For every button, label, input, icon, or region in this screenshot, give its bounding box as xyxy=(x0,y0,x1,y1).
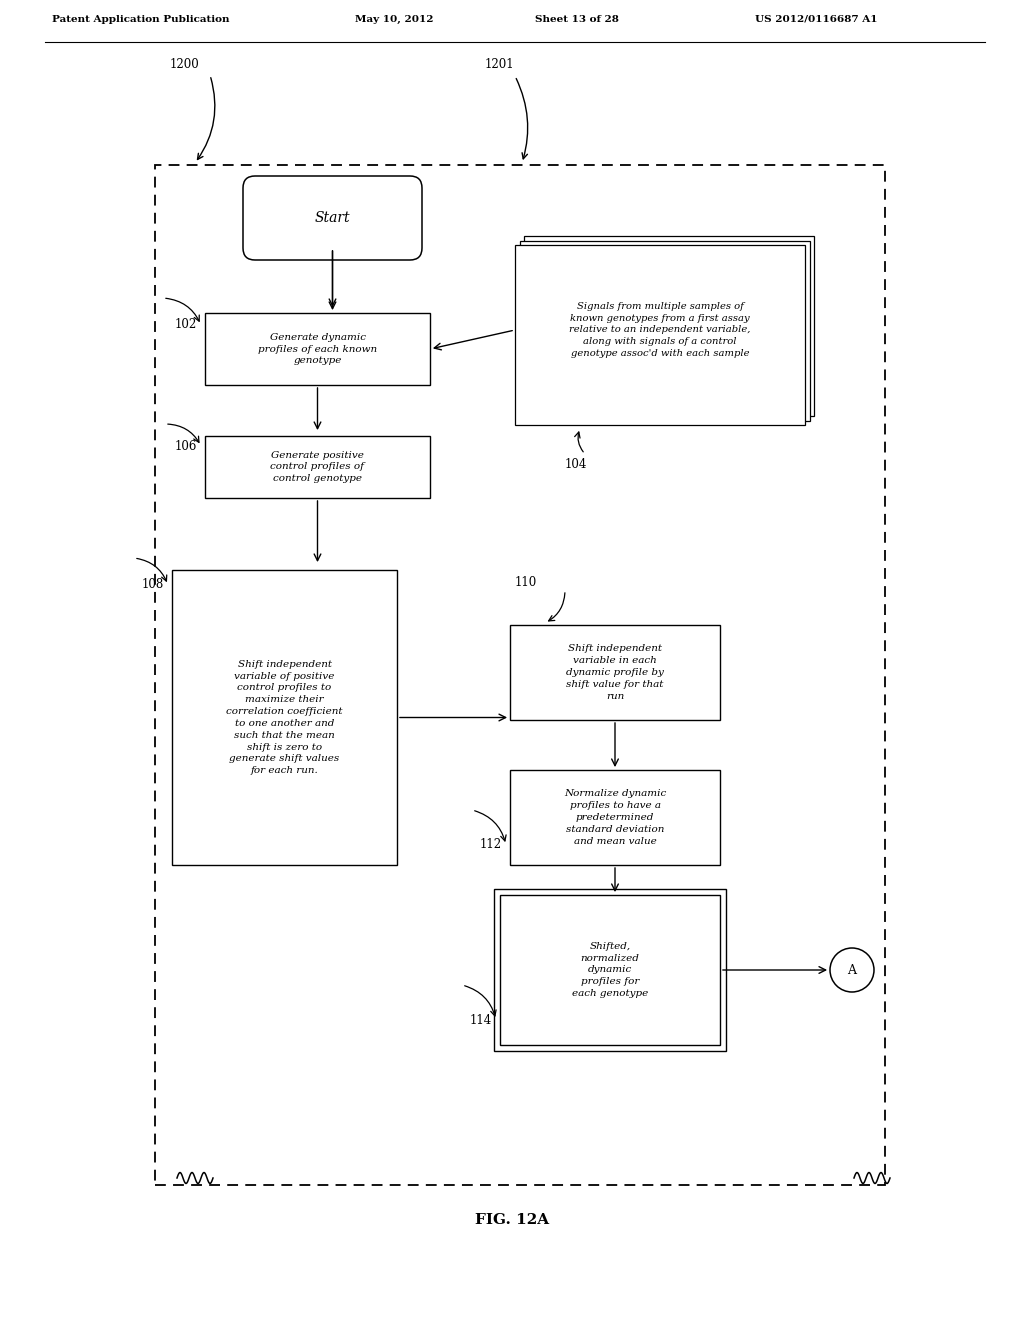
Text: 114: 114 xyxy=(470,1014,492,1027)
Text: Start: Start xyxy=(314,211,350,224)
Text: 112: 112 xyxy=(480,838,502,851)
FancyBboxPatch shape xyxy=(243,176,422,260)
Bar xyxy=(515,246,805,425)
Bar xyxy=(172,570,397,865)
Text: 108: 108 xyxy=(141,578,164,591)
Text: Generate dynamic
profiles of each known
genotype: Generate dynamic profiles of each known … xyxy=(258,333,377,366)
Text: Patent Application Publication: Patent Application Publication xyxy=(52,15,229,24)
Text: 1200: 1200 xyxy=(170,58,200,71)
Text: 110: 110 xyxy=(515,577,538,590)
Text: Shift independent
variable in each
dynamic profile by
shift value for that
run: Shift independent variable in each dynam… xyxy=(566,644,664,701)
Text: 104: 104 xyxy=(565,458,588,471)
Text: US 2012/0116687 A1: US 2012/0116687 A1 xyxy=(755,15,878,24)
Text: Normalize dynamic
profiles to have a
predetermined
standard deviation
and mean v: Normalize dynamic profiles to have a pre… xyxy=(564,789,667,846)
Bar xyxy=(205,436,430,498)
Text: May 10, 2012: May 10, 2012 xyxy=(355,15,433,24)
Text: 106: 106 xyxy=(175,440,197,453)
Text: Sheet 13 of 28: Sheet 13 of 28 xyxy=(535,15,618,24)
Text: Shifted,
normalized
dynamic
profiles for
each genotype: Shifted, normalized dynamic profiles for… xyxy=(571,942,648,998)
Text: Signals from multiple samples of
known genotypes from a first assay
relative to : Signals from multiple samples of known g… xyxy=(569,302,751,358)
Bar xyxy=(494,888,726,1051)
Bar xyxy=(500,895,720,1045)
Text: 1201: 1201 xyxy=(485,58,515,71)
Text: Shift independent
variable of positive
control profiles to
maximize their
correl: Shift independent variable of positive c… xyxy=(226,660,343,775)
Bar xyxy=(510,624,720,719)
Text: 102: 102 xyxy=(175,318,197,331)
Text: Generate positive
control profiles of
control genotype: Generate positive control profiles of co… xyxy=(270,450,365,483)
Text: FIG. 12A: FIG. 12A xyxy=(475,1213,549,1228)
Text: A: A xyxy=(848,964,856,977)
Bar xyxy=(510,770,720,865)
Bar xyxy=(524,236,814,416)
Bar xyxy=(155,165,885,1185)
Bar xyxy=(205,313,430,385)
Bar xyxy=(519,240,810,421)
